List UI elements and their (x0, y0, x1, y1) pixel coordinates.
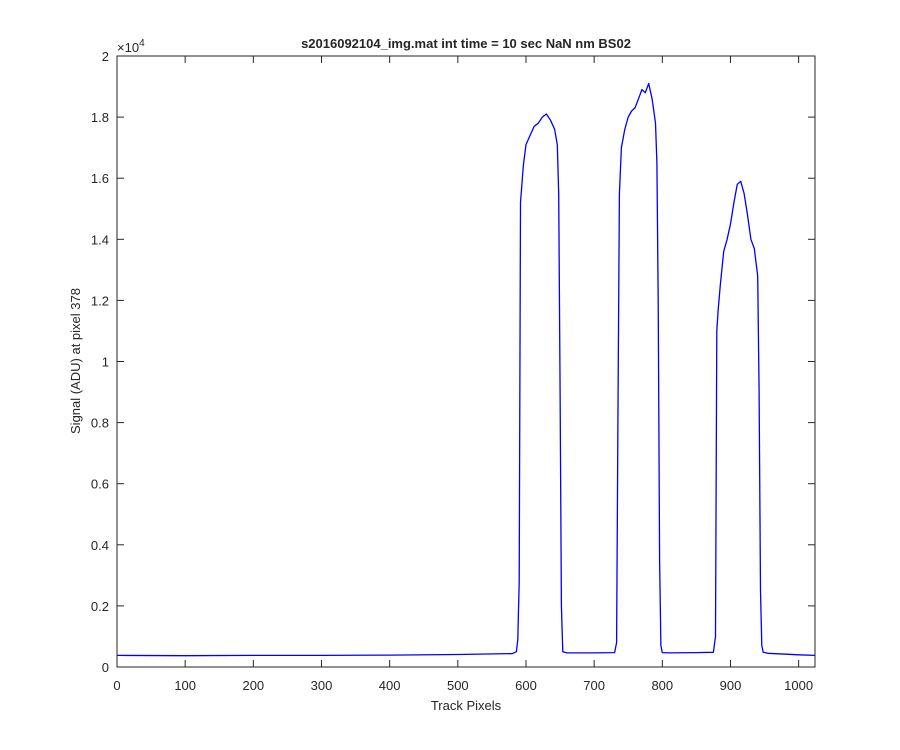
chart-title: s2016092104_img.mat int time = 10 sec Na… (301, 36, 631, 51)
y-tick-label: 0 (102, 660, 109, 675)
y-tick-label: 0.2 (91, 599, 109, 614)
x-tick-label: 200 (242, 678, 264, 693)
x-tick-label: 900 (720, 678, 742, 693)
y-exponent-power: 4 (139, 38, 145, 49)
x-tick-label: 500 (447, 678, 469, 693)
y-tick-label: 0.6 (91, 477, 109, 492)
x-tick-label: 100 (174, 678, 196, 693)
series-line (116, 82, 816, 657)
y-tick-label: 1.6 (91, 171, 109, 186)
y-tick-label: 1.2 (91, 293, 109, 308)
x-tick-label: 400 (379, 678, 401, 693)
x-tick-label: 300 (311, 678, 333, 693)
x-tick-label: 800 (651, 678, 673, 693)
y-exponent-multiplier: ×104 (117, 38, 145, 55)
y-tick-label: 1 (102, 355, 109, 370)
plot-frame (116, 55, 816, 668)
y-tick-label: 2 (102, 49, 109, 64)
y-tick-label: 0.4 (91, 538, 109, 553)
x-tick-label: 700 (583, 678, 605, 693)
y-tick-label: 0.8 (91, 416, 109, 431)
y-axis-label: Signal (ADU) at pixel 378 (68, 288, 83, 434)
x-axis: 0 100 200 300 400 500 600 700 800 900 1000 (113, 56, 813, 693)
y-tick-label: 1.4 (91, 232, 109, 247)
x-tick-label: 600 (515, 678, 537, 693)
y-tick-label: 1.8 (91, 110, 109, 125)
x-tick-label: 0 (113, 678, 120, 693)
x-axis-label: Track Pixels (431, 698, 502, 713)
x-tick-label: 1000 (784, 678, 813, 693)
y-exponent-base: ×10 (117, 40, 139, 55)
plot-area (117, 56, 815, 667)
